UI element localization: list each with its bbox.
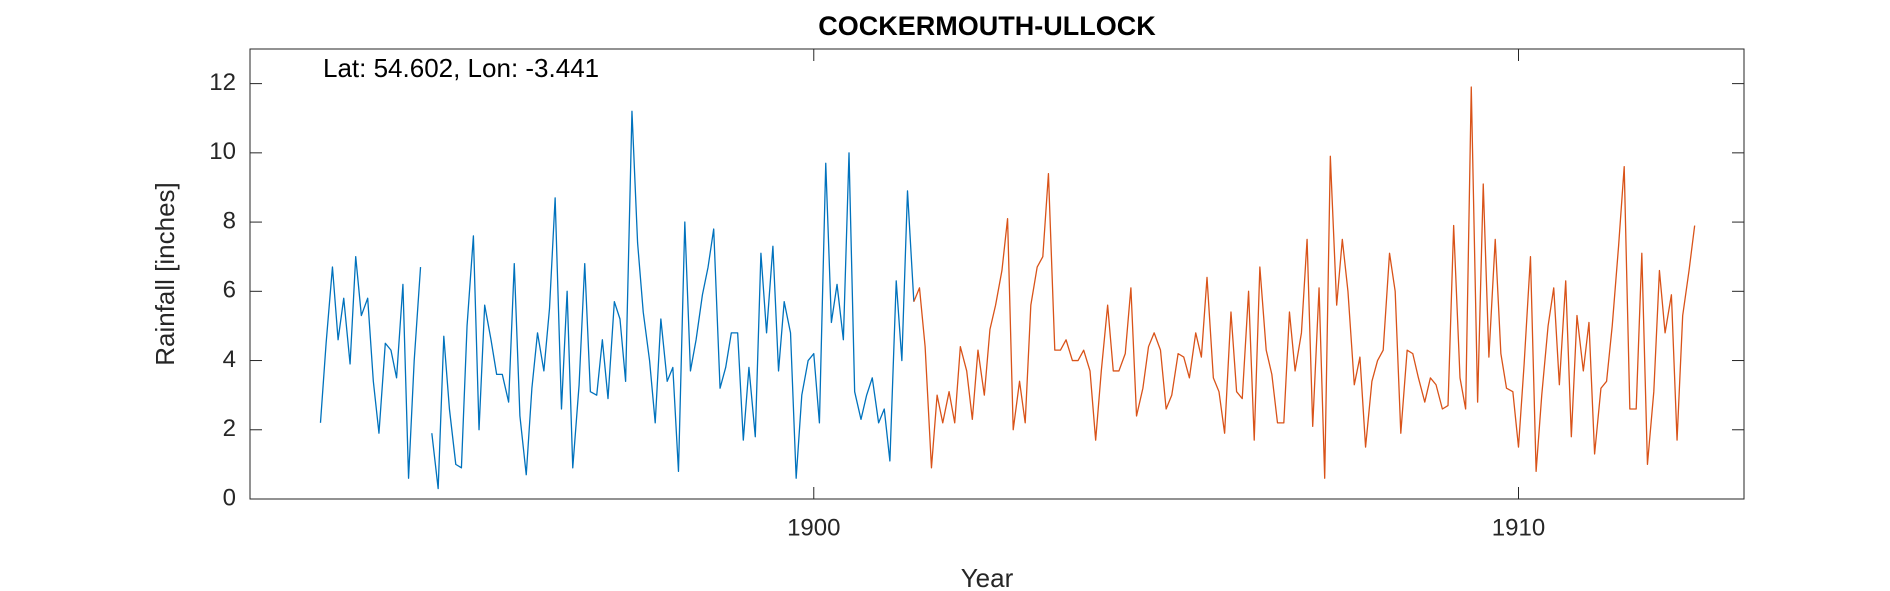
y-tick-label: 4 — [223, 346, 236, 373]
data-line — [913, 86, 1696, 479]
y-tick-label: 12 — [209, 69, 236, 96]
x-axis-label: Year — [961, 563, 1014, 591]
y-axis-label: Rainfall [inches] — [150, 182, 180, 366]
x-tick-label: 1910 — [1492, 514, 1545, 541]
y-tick-label: 10 — [209, 138, 236, 165]
y-tick-label: 2 — [223, 415, 236, 442]
y-tick-label: 8 — [223, 207, 236, 234]
y-tick-label: 0 — [223, 484, 236, 511]
y-tick-label: 6 — [223, 277, 236, 304]
data-line — [319, 110, 915, 490]
x-tick-label: 1900 — [787, 514, 840, 541]
axes-box — [249, 48, 1745, 500]
chart-title: COCKERMOUTH-ULLOCK — [818, 11, 1156, 41]
annotation: Lat: 54.602, Lon: -3.441 — [323, 53, 599, 83]
